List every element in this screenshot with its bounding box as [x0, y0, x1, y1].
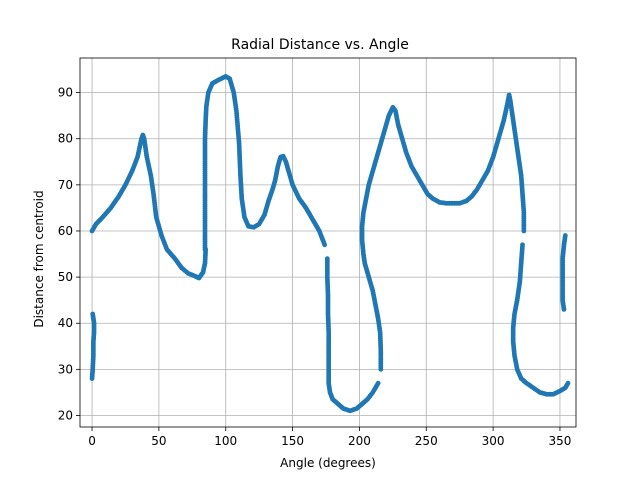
data-point	[90, 311, 96, 317]
y-tick-label: 80	[58, 132, 73, 146]
x-axis-label: Angle (degrees)	[280, 456, 376, 470]
data-points	[89, 74, 571, 414]
y-tick-label: 50	[58, 270, 73, 284]
y-tick-label: 40	[58, 316, 73, 330]
y-tick-label: 60	[58, 224, 73, 238]
data-point	[562, 233, 568, 238]
x-tick-label: 0	[88, 434, 96, 448]
data-point	[375, 380, 381, 386]
x-tick-label: 300	[482, 434, 505, 448]
data-point	[565, 380, 571, 386]
y-tick-label: 70	[58, 178, 73, 192]
x-tick-label: 350	[549, 434, 572, 448]
ticks-layer: 0 50 100 150 200 250 300 350 20 30 40 50 60 70 80 90	[58, 86, 572, 448]
y-axis-label: Distance from centroid	[32, 190, 46, 327]
x-tick-label: 250	[415, 434, 438, 448]
x-tick-label: 150	[281, 434, 304, 448]
plot-frame	[79, 57, 577, 428]
chart-title: Radial Distance vs. Angle	[231, 37, 409, 53]
x-tick-label: 50	[151, 434, 166, 448]
y-tick-label: 30	[58, 362, 73, 376]
x-tick-label: 200	[348, 434, 371, 448]
x-tick-label: 100	[214, 434, 237, 448]
grid-layer	[80, 58, 576, 427]
y-tick-label: 90	[58, 86, 73, 100]
data-point	[322, 242, 328, 248]
data-point	[521, 228, 527, 234]
y-tick-label: 20	[58, 408, 73, 422]
